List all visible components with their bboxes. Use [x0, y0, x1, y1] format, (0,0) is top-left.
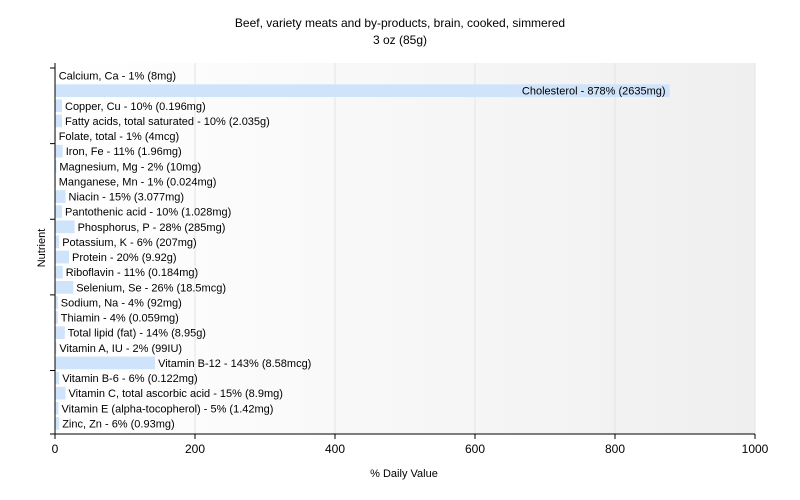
grid-lines — [194, 63, 756, 434]
x-tick-label: 200 — [185, 442, 205, 456]
bar — [55, 220, 75, 234]
bar-label: Zinc, Zn - 6% (0.93mg) — [62, 418, 174, 430]
bar — [55, 205, 62, 219]
chart-title: Beef, variety meats and by-products, bra… — [235, 16, 565, 30]
bar — [55, 114, 62, 128]
bar-label: Phosphorus, P - 28% (285mg) — [78, 222, 226, 234]
bar — [55, 280, 74, 294]
bar — [55, 235, 60, 249]
bar-label: Magnesium, Mg - 2% (10mg) — [59, 161, 201, 173]
bar — [55, 99, 62, 113]
bar-label: Protein - 20% (9.92g) — [72, 252, 177, 264]
x-tick-label: 600 — [465, 442, 485, 456]
chart-subtitle: 3 oz (85g) — [373, 33, 427, 47]
bar — [55, 341, 57, 355]
bar-label: Copper, Cu - 10% (0.196mg) — [65, 101, 206, 113]
bar — [55, 386, 66, 400]
bar-label: Folate, total - 1% (4mcg) — [59, 131, 179, 143]
plot-area — [55, 63, 755, 434]
bar — [55, 417, 60, 430]
bar — [55, 296, 58, 309]
bar-label: Manganese, Mn - 1% (0.024mg) — [59, 176, 217, 188]
y-axis-title: Nutrient — [36, 229, 48, 268]
bar — [55, 401, 59, 415]
bar-label: Vitamin C, total ascorbic acid - 15% (8.… — [69, 388, 283, 400]
x-tick-label: 800 — [605, 442, 625, 456]
bar-label: Potassium, K - 6% (207mg) — [62, 237, 197, 249]
bar-label: Selenium, Se - 26% (18.5mcg) — [76, 282, 226, 294]
bar — [55, 144, 63, 158]
x-tick-label: 0 — [52, 442, 59, 456]
bars: Calcium, Ca - 1% (8mg) Cholesterol - 878%… — [55, 69, 670, 430]
axes: 0 200 400 600 800 1000 — [50, 63, 769, 456]
bar — [55, 159, 57, 173]
bar-label: Fatty acids, total saturated - 10% (2.03… — [65, 116, 270, 128]
bar-label: Calcium, Ca - 1% (8mg) — [59, 71, 176, 83]
bar — [55, 265, 63, 279]
bar-label: Vitamin A, IU - 2% (99IU) — [59, 343, 182, 355]
bar — [55, 326, 65, 340]
bar-label: Sodium, Na - 4% (92mg) — [61, 297, 182, 309]
bar-label: Niacin - 15% (3.077mg) — [69, 192, 185, 204]
bar — [55, 190, 66, 203]
bar-label: Vitamin E (alpha-tocopherol) - 5% (1.42m… — [62, 403, 274, 415]
bar-label: Iron, Fe - 11% (1.96mg) — [66, 146, 182, 158]
bar — [55, 356, 156, 370]
bar — [55, 84, 670, 98]
bar-label: Cholesterol - 878% (2635mg) — [522, 86, 666, 98]
x-axis-title: % Daily Value — [370, 468, 438, 480]
bar-label: Total lipid (fat) - 14% (8.95g) — [68, 328, 206, 340]
bar — [55, 311, 58, 324]
x-tick-label: 1000 — [742, 442, 769, 456]
bar-label: Vitamin B-12 - 143% (8.58mcg) — [158, 358, 311, 370]
x-tick-label: 400 — [325, 442, 345, 456]
bar-label: Pantothenic acid - 10% (1.028mg) — [65, 207, 231, 219]
bar-label: Thiamin - 4% (0.059mg) — [61, 313, 179, 325]
bar — [55, 250, 69, 264]
bar — [55, 371, 60, 385]
bar-label: Vitamin B-6 - 6% (0.122mg) — [62, 373, 198, 385]
bar-label: Riboflavin - 11% (0.184mg) — [66, 267, 198, 279]
